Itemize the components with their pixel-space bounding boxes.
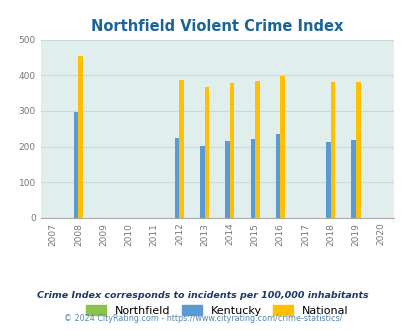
Bar bbox=[275, 134, 279, 218]
Bar bbox=[175, 138, 179, 218]
Bar bbox=[179, 80, 183, 218]
Bar bbox=[250, 139, 254, 218]
Text: Crime Index corresponds to incidents per 100,000 inhabitants: Crime Index corresponds to incidents per… bbox=[37, 291, 368, 300]
Text: © 2024 CityRating.com - https://www.cityrating.com/crime-statistics/: © 2024 CityRating.com - https://www.city… bbox=[64, 314, 341, 323]
Bar bbox=[351, 141, 355, 218]
Bar bbox=[279, 76, 284, 218]
Bar bbox=[204, 87, 209, 218]
Legend: Northfield, Kentucky, National: Northfield, Kentucky, National bbox=[83, 302, 351, 319]
Bar bbox=[355, 82, 360, 218]
Bar bbox=[74, 112, 78, 218]
Bar bbox=[254, 81, 259, 218]
Bar bbox=[78, 56, 83, 218]
Bar bbox=[325, 142, 330, 218]
Title: Northfield Violent Crime Index: Northfield Violent Crime Index bbox=[91, 19, 343, 34]
Bar bbox=[200, 146, 204, 218]
Bar bbox=[229, 83, 234, 218]
Bar bbox=[225, 141, 229, 218]
Bar bbox=[330, 82, 335, 218]
